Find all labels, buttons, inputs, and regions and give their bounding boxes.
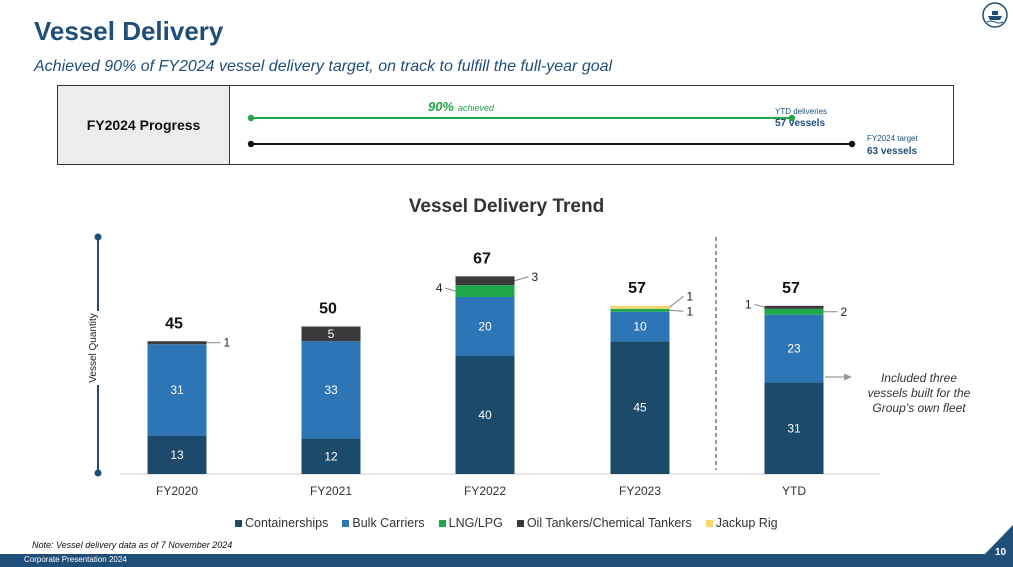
legend-label: Bulk Carriers xyxy=(352,516,425,530)
data-label: 40 xyxy=(478,408,492,422)
total-label: 57 xyxy=(628,280,646,297)
total-label: 45 xyxy=(165,315,183,332)
legend-label: Containerships xyxy=(245,516,329,530)
x-tick-label: FY2020 xyxy=(156,484,198,498)
footer-bar xyxy=(0,554,1013,567)
data-label: 31 xyxy=(787,421,801,435)
bar-segment-fy2022-lng-lpg xyxy=(455,285,515,297)
chart-title: Vessel Delivery Trend xyxy=(408,196,605,217)
vessel-delivery-chart: Vessel Quantity 1331145FY20201233550FY20… xyxy=(88,233,880,498)
legend-label: Oil Tankers/Chemical Tankers xyxy=(526,516,692,530)
bar-segment-fy2022-containerships xyxy=(455,356,515,474)
y-axis-label: Vessel Quantity xyxy=(88,313,99,382)
data-label: 12 xyxy=(324,449,338,463)
callout-line xyxy=(514,276,529,282)
bar-segment-fy2020-oil-tankers-chemical-tankers xyxy=(147,341,207,345)
data-label: 33 xyxy=(324,383,338,397)
progress-tracker: 90% achieved YTD deliveries 57 vessels F… xyxy=(247,99,918,157)
bar-segment-ytd-bulk-carriers xyxy=(764,314,824,383)
callout-line xyxy=(669,295,684,308)
legend-swatch xyxy=(705,519,713,527)
bar-segment-fy2022-oil-tankers-chemical-tankers xyxy=(455,276,515,286)
callout-label: 1 xyxy=(687,289,694,303)
bar-segment-fy2022-bulk-carriers xyxy=(455,297,515,356)
fy2024-progress-panel: FY2024 Progress 90% achieved YTD deliver… xyxy=(57,85,954,165)
data-label: 5 xyxy=(328,327,335,341)
target-line-start-dot xyxy=(247,140,255,148)
callout-line xyxy=(754,303,765,308)
bar-segment-fy2020-containerships xyxy=(147,435,207,474)
legend-item: Oil Tankers/Chemical Tankers xyxy=(516,516,692,530)
ytd-line-start-dot xyxy=(247,114,255,122)
callout-line xyxy=(445,287,456,292)
footer-text: Corporate Presentation 2024 xyxy=(24,555,127,564)
data-label: 45 xyxy=(633,401,647,415)
target-value: 63 vessels xyxy=(867,146,917,157)
ytd-value: 57 vessels xyxy=(775,118,825,129)
legend-label: Jackup Rig xyxy=(715,516,778,530)
data-label: 13 xyxy=(170,448,184,462)
y-axis-top-dot xyxy=(94,233,102,241)
x-tick-label: FY2021 xyxy=(310,484,352,498)
legend-item: Bulk Carriers xyxy=(342,516,425,530)
legend-swatch xyxy=(342,519,350,527)
x-tick-label: FY2023 xyxy=(619,484,661,498)
legend-item: Jackup Rig xyxy=(705,516,778,530)
page-subtitle: Achieved 90% of FY2024 vessel delivery t… xyxy=(34,58,613,75)
bar-segment-fy2021-oil-tankers-chemical-tankers xyxy=(301,326,361,342)
bar-segment-ytd-lng-lpg xyxy=(764,308,824,315)
data-label: 10 xyxy=(633,320,647,334)
callout-label: 4 xyxy=(436,281,443,295)
page-title: Vessel Delivery xyxy=(34,16,224,46)
bar-segment-ytd-containerships xyxy=(764,382,824,474)
bar-segment-fy2023-lng-lpg xyxy=(610,308,670,312)
ytd-label: YTD deliveries xyxy=(775,107,827,116)
legend-swatch xyxy=(438,519,446,527)
callout-label: 3 xyxy=(532,270,539,284)
callout-line xyxy=(669,309,684,312)
progress-label: FY2024 Progress xyxy=(58,86,230,164)
x-tick-label: YTD xyxy=(782,484,806,498)
legend-item: Containerships xyxy=(235,516,328,530)
chart-legend: Containerships Bulk Carriers LNG/LPG Oil Ta… xyxy=(235,516,778,530)
progress-pct: 90% xyxy=(428,99,454,114)
data-note: Note: Vessel delivery data as of 7 Novem… xyxy=(32,540,233,550)
bar-segment-fy2021-bulk-carriers xyxy=(301,341,361,439)
legend-item: LNG/LPG xyxy=(438,516,503,530)
ship-emblem-icon xyxy=(982,2,1008,28)
total-label: 67 xyxy=(473,250,491,267)
legend-swatch xyxy=(235,519,242,527)
footer-corner xyxy=(985,525,1013,554)
annotation-arrow-head xyxy=(844,373,852,381)
bar-segment-ytd-oil-tankers-chemical-tankers xyxy=(764,305,824,309)
data-label: 20 xyxy=(478,320,492,334)
callout-label: 2 xyxy=(841,305,848,319)
bar-segment-fy2023-bulk-carriers xyxy=(610,311,670,342)
legend-label: LNG/LPG xyxy=(448,516,503,530)
x-tick-label: FY2022 xyxy=(464,484,506,498)
callout-label: 1 xyxy=(745,297,752,311)
data-label: 23 xyxy=(787,342,801,356)
page-number: 10 xyxy=(995,547,1007,558)
target-label: FY2024 target xyxy=(867,134,918,143)
legend-swatch xyxy=(516,519,524,527)
callout-label: 1 xyxy=(224,336,231,350)
data-label: 31 xyxy=(170,383,184,397)
progress-achieved-word: achieved xyxy=(458,103,495,113)
bar-segment-fy2023-containerships xyxy=(610,341,670,474)
target-line-end-dot xyxy=(848,140,856,148)
total-label: 57 xyxy=(782,280,800,297)
bar-segment-fy2021-containerships xyxy=(301,438,361,474)
y-axis-bottom-dot xyxy=(94,469,102,477)
callout-label: 1 xyxy=(687,304,694,318)
bar-segment-fy2023-jackup-rig xyxy=(610,305,670,309)
fleet-annotation: Included three vessels built for the Gro… xyxy=(867,371,971,415)
ytd-line-end-dot xyxy=(788,114,796,122)
bar-segment-fy2020-bulk-carriers xyxy=(147,344,207,436)
total-label: 50 xyxy=(319,301,337,318)
